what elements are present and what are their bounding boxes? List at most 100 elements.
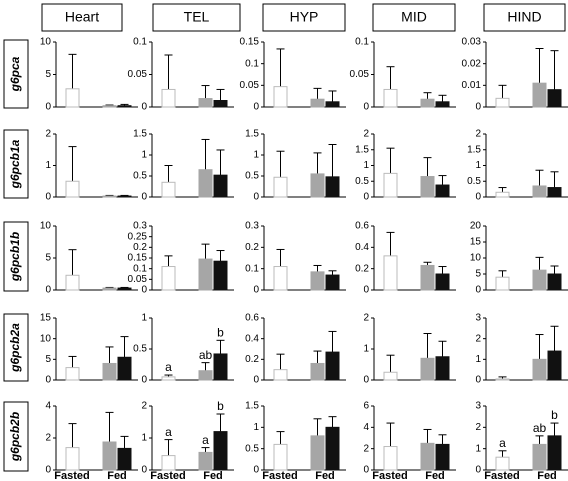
bar (420, 357, 435, 381)
bar (198, 258, 213, 291)
bar (198, 370, 213, 381)
x-tick-label: Fasted (372, 470, 407, 481)
y-tick-label: 0 (475, 285, 481, 296)
x-tick-label: Fed (537, 470, 557, 481)
bar (532, 269, 547, 291)
y-tick-label: 5 (45, 354, 51, 365)
y-tick-label: 0.1 (245, 263, 259, 274)
y-tick-label: 10 (40, 221, 52, 232)
y-tick-label: 0 (363, 465, 369, 476)
y-tick-label: 1 (253, 150, 259, 161)
y-tick-label: 2 (475, 333, 481, 344)
y-tick-label: 0 (475, 375, 481, 386)
bar (420, 442, 435, 471)
y-tick-label: 0 (141, 192, 147, 203)
y-tick-label: 0.5 (355, 176, 369, 187)
bar (547, 187, 562, 198)
y-tick-label: 0 (253, 102, 259, 113)
row-label: g6pcb2a (8, 323, 22, 373)
bar (102, 441, 117, 471)
y-tick-label: 1 (141, 150, 147, 161)
y-tick-label: 0 (253, 465, 259, 476)
y-tick-label: 0.6 (355, 221, 369, 232)
row-label: g6pcb1b (8, 232, 22, 282)
y-tick-label: 1 (141, 433, 147, 444)
bar (383, 172, 398, 198)
y-tick-label: 0 (45, 465, 51, 476)
column-header: Heart (65, 9, 99, 25)
bar (325, 351, 340, 381)
bar (383, 371, 398, 381)
bar (117, 287, 132, 291)
column-header-box (152, 3, 241, 32)
y-tick-label: 0.3 (245, 221, 259, 232)
bar (273, 176, 288, 198)
bar (495, 191, 510, 198)
y-tick-label: 0 (141, 285, 147, 296)
bar (213, 353, 228, 381)
y-tick-label: 0.3 (133, 221, 147, 232)
y-tick-label: 0.2 (355, 263, 369, 274)
y-tick-label: 0.05 (240, 80, 260, 91)
bar (65, 274, 80, 291)
bar (117, 356, 132, 381)
y-tick-label: 0 (475, 192, 481, 203)
bar (273, 86, 288, 108)
bar (65, 88, 80, 108)
y-tick-label: 1 (475, 160, 481, 171)
bar (213, 174, 228, 198)
y-tick-label: 15 (40, 313, 52, 324)
bar (495, 276, 510, 291)
column-header: HYP (290, 9, 319, 25)
bar (435, 443, 450, 471)
y-tick-label: 2 (363, 443, 369, 454)
y-tick-label: 0.05 (128, 274, 148, 285)
bar (213, 431, 228, 471)
y-tick-label: 3 (475, 401, 481, 412)
x-tick-label: Fed (315, 470, 335, 481)
x-tick-label: Fasted (150, 470, 185, 481)
bar (273, 369, 288, 381)
bar (273, 443, 288, 471)
y-tick-label: 2 (475, 129, 481, 140)
bar (325, 274, 340, 291)
x-tick-label: Fed (203, 470, 223, 481)
bar (198, 169, 213, 198)
y-tick-label: 0 (253, 192, 259, 203)
bar (495, 456, 510, 471)
y-tick-label: 1.5 (355, 144, 369, 155)
y-tick-label: 1 (363, 344, 369, 355)
y-tick-label: 0.4 (355, 242, 369, 253)
y-tick-label: 1.5 (245, 129, 259, 140)
bar (383, 255, 398, 291)
column-header: HIND (507, 9, 541, 25)
significance-label: b (551, 408, 558, 422)
y-tick-label: 0.5 (245, 443, 259, 454)
column-header: MID (401, 9, 427, 25)
y-tick-label: 0.01 (462, 80, 482, 91)
bar (435, 356, 450, 381)
bar (420, 98, 435, 108)
row-label-box (3, 221, 29, 292)
bar (273, 266, 288, 291)
x-tick-label: Fasted (484, 470, 519, 481)
y-tick-label: 1.5 (245, 401, 259, 412)
bar (161, 181, 176, 198)
row-label: g6pcb1a (8, 139, 22, 189)
y-tick-label: 2 (141, 401, 147, 412)
bar (65, 367, 80, 381)
bar (117, 447, 132, 471)
bar (117, 105, 132, 108)
bar (383, 446, 398, 471)
y-tick-label: 0.05 (350, 69, 370, 80)
bar (435, 184, 450, 198)
y-tick-label: 0 (141, 375, 147, 386)
bar (65, 447, 80, 471)
y-tick-label: 0 (475, 102, 481, 113)
y-tick-label: 0 (45, 285, 51, 296)
column-header-box (483, 3, 566, 32)
bar (102, 195, 117, 198)
x-tick-label: Fasted (54, 470, 89, 481)
y-tick-label: 0.5 (133, 171, 147, 182)
